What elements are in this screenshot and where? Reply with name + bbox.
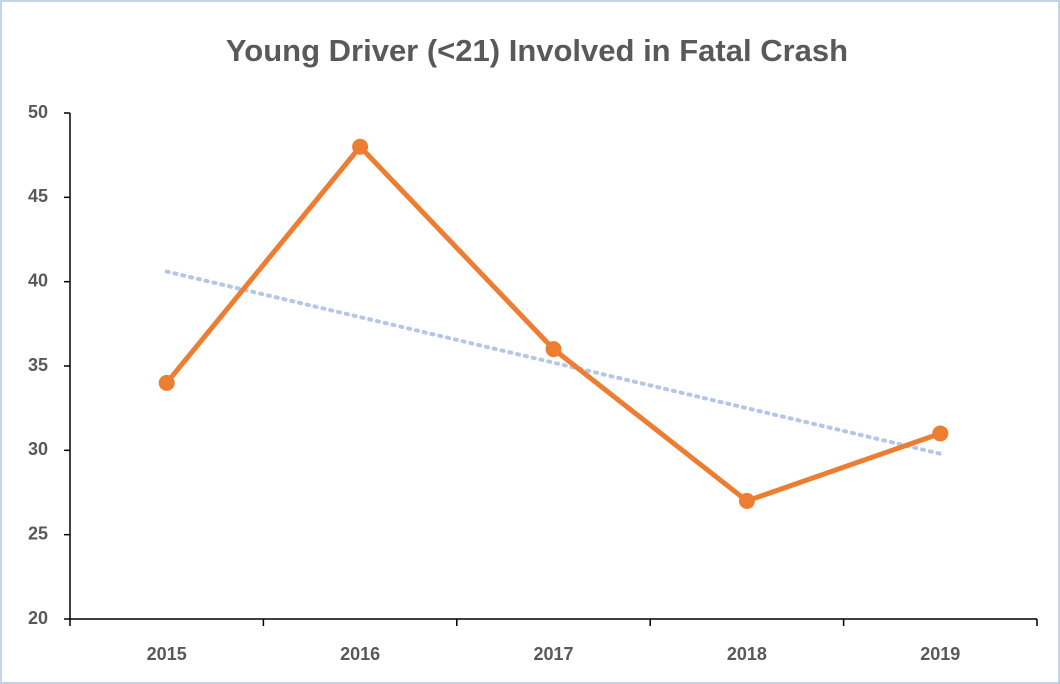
marker [738, 492, 755, 509]
trendline [164, 269, 943, 456]
x-tick-label: 2019 [920, 644, 960, 664]
marker [352, 138, 369, 155]
x-tick-label: 2018 [727, 644, 767, 664]
x-tick-label: 2017 [533, 644, 573, 664]
y-tick-label: 40 [28, 270, 48, 290]
y-tick-label: 45 [28, 186, 48, 206]
y-tick-label: 35 [28, 355, 48, 375]
y-tick-label: 50 [28, 102, 48, 122]
y-tick-label: 25 [28, 523, 48, 543]
chart-title: Young Driver (<21) Involved in Fatal Cra… [226, 33, 848, 68]
x-tick-label: 2015 [147, 644, 187, 664]
x-tick-label: 2016 [340, 644, 380, 664]
y-tick-label: 20 [28, 608, 48, 628]
marker [932, 425, 949, 442]
marker [545, 341, 562, 358]
y-tick-label: 30 [28, 439, 48, 459]
marker [158, 374, 175, 391]
